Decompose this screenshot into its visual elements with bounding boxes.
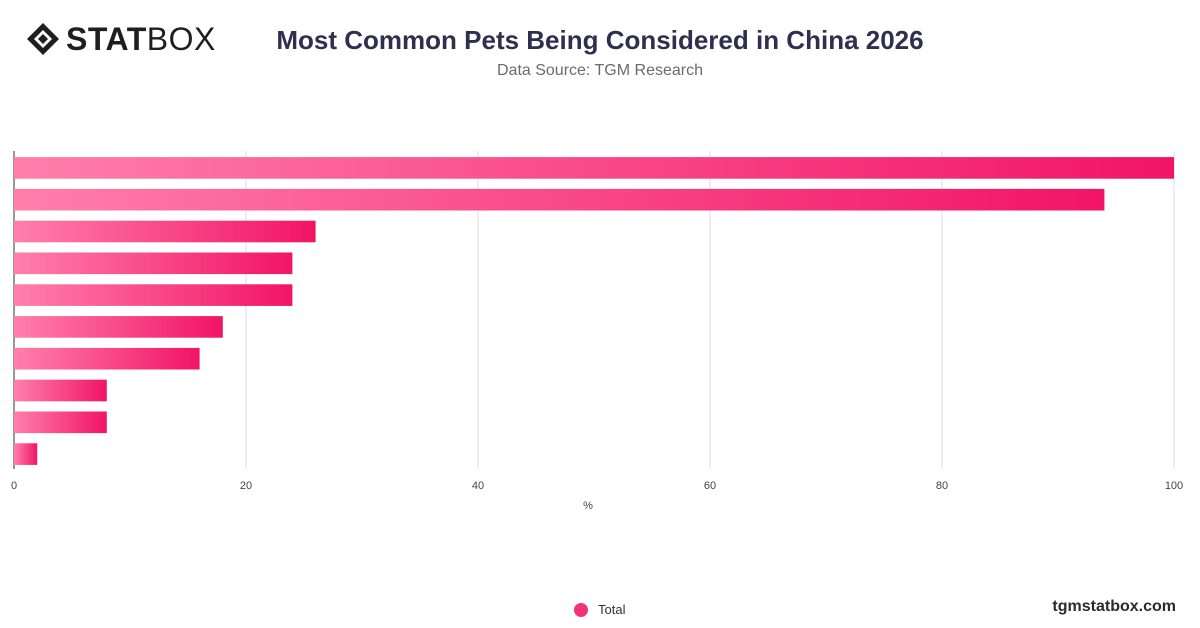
bar[interactable] [14, 220, 316, 243]
bar[interactable] [14, 443, 38, 465]
logo-wordmark: STATBOX [66, 23, 216, 55]
logo-text-bold: STAT [66, 21, 147, 57]
bar[interactable] [14, 252, 293, 275]
legend-dot-icon [574, 602, 588, 617]
chart-subtitle: Data Source: TGM Research [496, 62, 703, 79]
legend[interactable]: Total [574, 602, 625, 617]
bar[interactable] [14, 188, 1105, 211]
chart-title: Most Common Pets Being Considered in Chi… [276, 25, 924, 55]
logo-text-light: BOX [146, 21, 216, 57]
legend-label-total: Total [598, 602, 626, 617]
bar[interactable] [14, 411, 107, 434]
bar[interactable] [14, 347, 200, 370]
x-tick-label: 40 [472, 480, 484, 492]
x-tick-label: 60 [704, 480, 716, 492]
x-axis-label: % [583, 500, 593, 512]
footer-site: tgmstatbox.com [1052, 598, 1176, 615]
bar[interactable] [14, 157, 1174, 179]
bar[interactable] [14, 316, 223, 338]
statbox-diamond-icon [27, 23, 59, 55]
bar[interactable] [14, 284, 293, 306]
statbox-logo: STATBOX [26, 22, 216, 56]
x-tick-label: 0 [11, 480, 17, 492]
bar[interactable] [14, 379, 107, 402]
x-tick-label: 20 [240, 480, 252, 492]
x-tick-label: 80 [936, 480, 948, 492]
x-tick-label: 100 [1165, 480, 1183, 492]
